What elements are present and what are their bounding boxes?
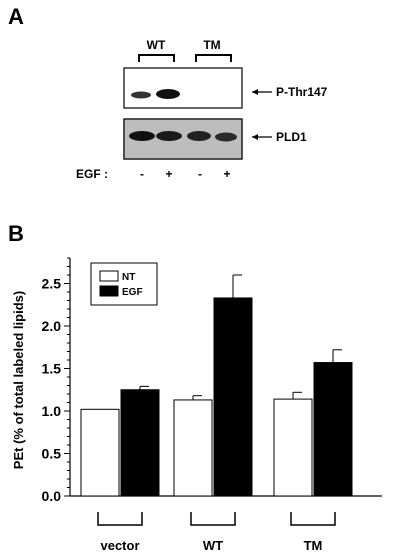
egf-sign-3: - — [198, 167, 202, 181]
legend-label-nt: NT — [122, 272, 135, 283]
y-axis-label: PEt (% of total labeled lipids) — [11, 291, 26, 469]
y-tick-label: 1.5 — [42, 361, 62, 377]
legend-swatch-nt — [99, 270, 119, 282]
egf-label: EGF : — [76, 167, 108, 181]
category-bracket — [190, 512, 236, 526]
group-label-wt: WT — [147, 38, 166, 52]
bar-nt-wt — [173, 399, 213, 497]
group-bracket-tm — [195, 54, 232, 62]
bar-egf-vector — [120, 389, 160, 497]
blot-label-p-thr147: P-Thr147 — [276, 85, 328, 99]
bar-nt-tm — [273, 398, 313, 497]
category-brackets: vector WT TM — [97, 512, 336, 553]
y-tick-label: 0.0 — [42, 488, 62, 504]
egf-sign-4: + — [223, 167, 230, 181]
category-label-vector: vector — [100, 538, 139, 553]
y-tick-label: 1.0 — [42, 403, 62, 419]
y-tick-label: 2.5 — [42, 276, 62, 292]
blot-label-pld1: PLD1 — [276, 130, 307, 144]
category-label-tm: TM — [304, 538, 323, 553]
egf-sign-2: + — [165, 167, 172, 181]
panel-a-letter: A — [8, 4, 24, 29]
bar-egf-wt — [213, 297, 253, 497]
legend-swatch-egf — [99, 285, 119, 297]
category-label-wt: WT — [203, 538, 223, 553]
category-bracket — [97, 512, 143, 526]
group-bracket-wt — [138, 54, 175, 62]
egf-sign-1: - — [140, 167, 144, 181]
arrow-p-thr147 — [252, 89, 272, 95]
bar-nt-vector — [80, 408, 120, 497]
y-tick-label: 2.0 — [42, 318, 62, 334]
bar-egf-tm — [313, 362, 353, 497]
arrow-pld1 — [252, 134, 272, 140]
bar-chart: 0.0 0.5 1.0 1.5 2.0 2.5 vector WT TM — [42, 257, 382, 553]
legend: NT EGF — [90, 262, 158, 306]
legend-label-egf: EGF — [122, 287, 143, 298]
blot-p-thr147 — [123, 67, 243, 109]
blot-pld1 — [123, 118, 243, 160]
category-bracket — [290, 512, 336, 526]
group-label-tm: TM — [203, 38, 220, 52]
y-tick-label: 0.5 — [42, 446, 62, 462]
bars — [80, 274, 353, 497]
panel-b-letter: B — [8, 221, 24, 246]
